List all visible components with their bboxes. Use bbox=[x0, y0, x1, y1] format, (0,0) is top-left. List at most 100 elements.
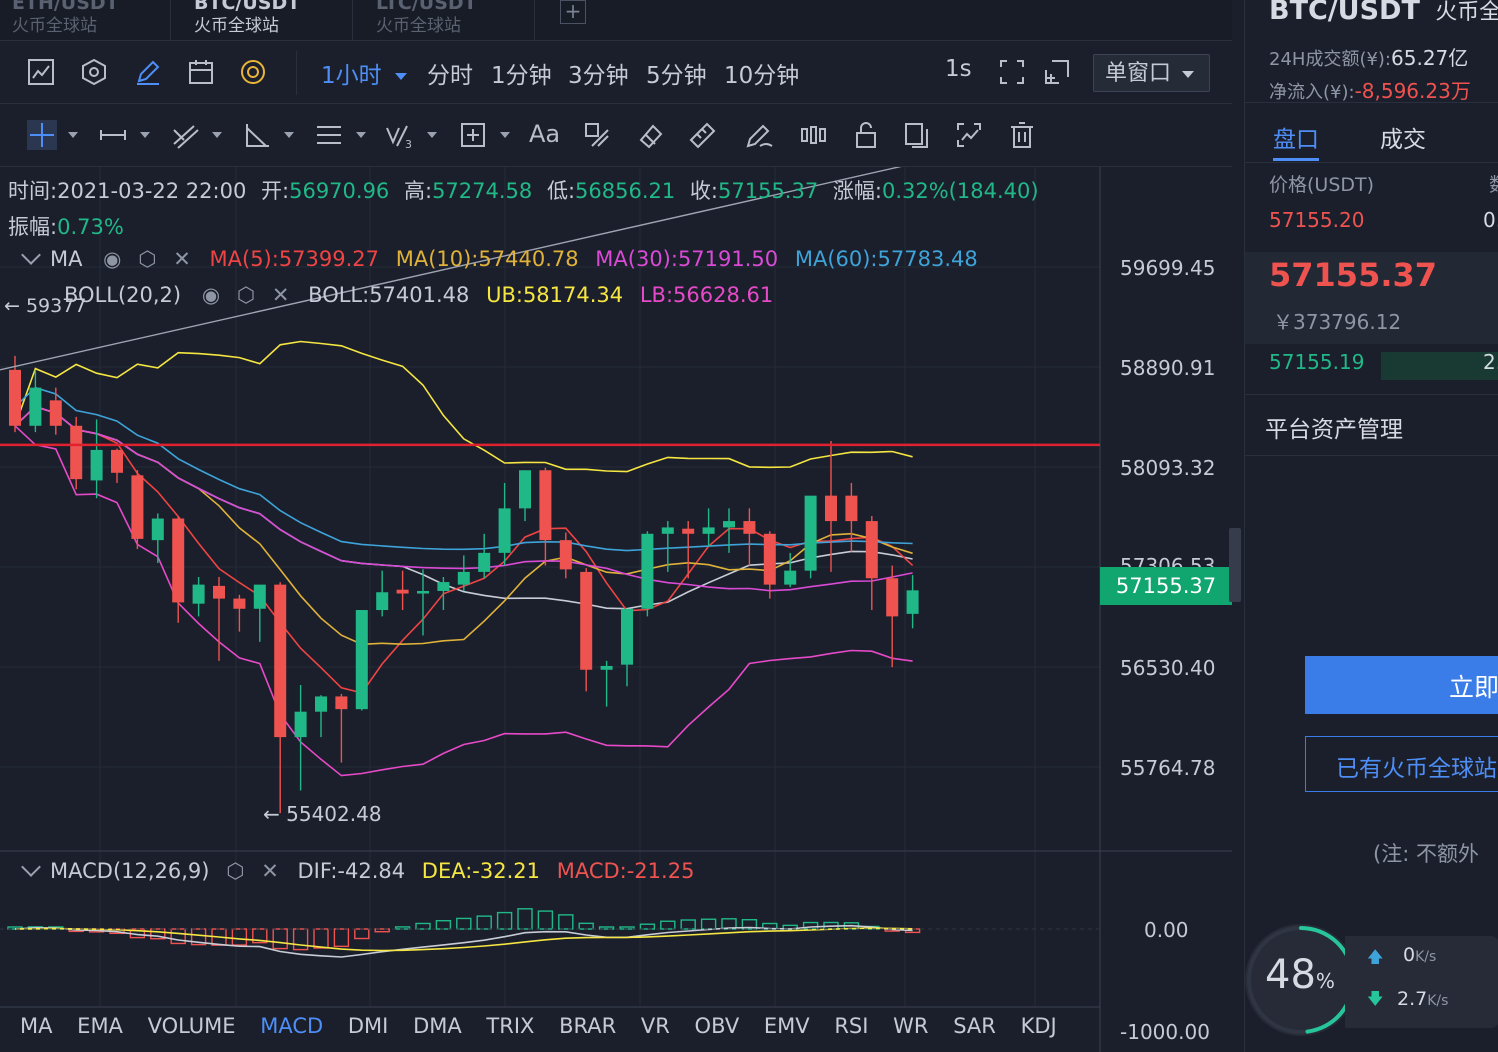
login-button-label: 立即 bbox=[1449, 673, 1498, 702]
indicator-tab-rsi[interactable]: RSI bbox=[834, 1014, 869, 1038]
high-label: 高: bbox=[403, 179, 433, 203]
last-price-tag: 57155.37 bbox=[1100, 567, 1232, 605]
tab-btc-usdt[interactable]: BTC/USDT 火币全球站 bbox=[182, 0, 353, 40]
settings-icon[interactable]: ⬡ bbox=[236, 283, 256, 307]
indicator-tab-wr[interactable]: WR bbox=[893, 1014, 929, 1038]
close-icon[interactable]: ✕ bbox=[261, 859, 279, 883]
indicator-tab-dmi[interactable]: DMI bbox=[347, 1014, 389, 1038]
trend-line-drawing[interactable] bbox=[0, 167, 940, 371]
tab-eth-usdt[interactable]: ETH/USDT 火币全球站 bbox=[0, 0, 171, 40]
refresh-interval[interactable]: 1s bbox=[945, 56, 972, 82]
collapse-icon[interactable] bbox=[21, 857, 41, 877]
draw-pencil-icon[interactable] bbox=[134, 58, 162, 86]
line-chart-icon[interactable] bbox=[27, 58, 55, 86]
chevron-down-icon[interactable] bbox=[427, 132, 437, 138]
indicator-tab-ema[interactable]: EMA bbox=[77, 1014, 123, 1038]
crosshair-icon[interactable] bbox=[27, 120, 57, 150]
candle-body bbox=[906, 590, 919, 614]
panel-collapse-handle[interactable] bbox=[1229, 528, 1241, 602]
add-tab-button[interactable]: + bbox=[560, 0, 586, 24]
network-widget[interactable]: 48% 🡅 0K/s 🡇 2.7K/s bbox=[1245, 922, 1498, 1042]
indicator-tab-emv[interactable]: EMV bbox=[763, 1014, 810, 1038]
parallel-lines-icon[interactable] bbox=[314, 120, 344, 150]
candle-body bbox=[825, 495, 837, 522]
window-mode-select[interactable]: 单窗口 bbox=[1093, 54, 1210, 92]
kline-chart[interactable] bbox=[0, 167, 1232, 1052]
collapse-icon[interactable] bbox=[21, 245, 41, 265]
divider bbox=[1245, 162, 1498, 163]
chevron-down-icon[interactable] bbox=[356, 132, 366, 138]
price-axis-label: 58093.32 bbox=[1120, 456, 1216, 480]
register-button-label: 已有火币全球站 bbox=[1336, 756, 1497, 782]
chevron-down-icon[interactable] bbox=[140, 132, 150, 138]
indicator-tab-macd[interactable]: MACD bbox=[260, 1014, 324, 1038]
indicator-tab-ma[interactable]: MA bbox=[20, 1014, 53, 1038]
ask-price[interactable]: 57155.20 bbox=[1269, 208, 1365, 232]
period-3m[interactable]: 3分钟 bbox=[568, 63, 629, 89]
price-axis-label: 56530.40 bbox=[1120, 656, 1216, 680]
tab-ltc-usdt[interactable]: LTC/USDT 火币全球站 bbox=[364, 0, 535, 40]
horizontal-line-icon[interactable] bbox=[98, 120, 128, 150]
indicator-tab-sar[interactable]: SAR bbox=[953, 1014, 996, 1038]
eraser-icon[interactable] bbox=[635, 120, 665, 150]
lock-icon[interactable] bbox=[851, 120, 881, 150]
fullscreen-icon[interactable] bbox=[998, 58, 1026, 86]
ma30-value: MA(30):57191.50 bbox=[595, 247, 779, 271]
depth-bar bbox=[1381, 352, 1498, 380]
candles-icon[interactable] bbox=[798, 120, 828, 150]
close-icon[interactable]: ✕ bbox=[271, 283, 290, 307]
brush-icon[interactable] bbox=[582, 120, 612, 150]
measure-icon[interactable] bbox=[458, 120, 488, 150]
settings-icon[interactable]: ⬡ bbox=[226, 859, 245, 883]
copy-icon[interactable] bbox=[902, 120, 932, 150]
rp-volume-value: 65.27亿 bbox=[1391, 46, 1469, 70]
indicator-tab-vr[interactable]: VR bbox=[640, 1014, 670, 1038]
indicator-tab-volume[interactable]: VOLUME bbox=[147, 1014, 236, 1038]
ruler-icon[interactable] bbox=[687, 120, 717, 150]
chart-area[interactable]: 时间:2021-03-22 22:00 开:56970.96 高:57274.5… bbox=[0, 167, 1232, 1052]
divider bbox=[296, 51, 297, 95]
angle-icon[interactable] bbox=[242, 120, 272, 150]
rp-tab-trades[interactable]: 成交 bbox=[1380, 127, 1426, 153]
tab-site: 火币全球站 bbox=[12, 16, 97, 36]
candle-body bbox=[172, 518, 185, 603]
eye-icon[interactable]: ◉ bbox=[201, 283, 221, 307]
chevron-down-icon[interactable] bbox=[500, 132, 510, 138]
period-timeline[interactable]: 分时 bbox=[427, 63, 473, 89]
trend-lines-icon[interactable] bbox=[170, 120, 200, 150]
bid-price[interactable]: 57155.19 bbox=[1269, 350, 1365, 374]
settings-icon[interactable]: ⬡ bbox=[138, 247, 157, 271]
chevron-down-icon[interactable] bbox=[284, 132, 294, 138]
fibonacci-icon[interactable]: 3 bbox=[385, 120, 415, 150]
register-button[interactable]: 已有火币全球站 bbox=[1305, 736, 1498, 792]
indicator-tab-brar[interactable]: BRAR bbox=[559, 1014, 617, 1038]
indicator-settings-icon[interactable] bbox=[80, 58, 108, 86]
ma-name: MA bbox=[50, 247, 83, 271]
indicator-tab-dma[interactable]: DMA bbox=[413, 1014, 462, 1038]
login-button[interactable]: 立即 bbox=[1305, 656, 1498, 714]
rp-tab-orderbook[interactable]: 盘口 bbox=[1273, 127, 1319, 153]
boll-value: BOLL:57401.48 bbox=[308, 283, 470, 307]
text-tool-button[interactable]: Aa bbox=[529, 120, 561, 148]
indicator-tab-trix[interactable]: TRIX bbox=[486, 1014, 535, 1038]
indicator-tab-obv[interactable]: OBV bbox=[694, 1014, 740, 1038]
macd-dea-line bbox=[14, 927, 913, 952]
indicator-tab-kdj[interactable]: KDJ bbox=[1020, 1014, 1057, 1038]
period-selector[interactable]: 1小时 bbox=[321, 56, 407, 90]
theme-icon[interactable] bbox=[239, 58, 267, 86]
trash-icon[interactable] bbox=[1007, 120, 1037, 150]
chevron-down-icon bbox=[394, 73, 407, 80]
snapshot-icon[interactable] bbox=[954, 120, 984, 150]
chevron-down-icon[interactable] bbox=[68, 132, 78, 138]
eye-icon[interactable]: ◉ bbox=[103, 247, 122, 271]
period-5m[interactable]: 5分钟 bbox=[646, 63, 707, 89]
pencil-icon[interactable] bbox=[744, 120, 774, 150]
period-1m[interactable]: 1分钟 bbox=[491, 63, 552, 89]
last-price-box bbox=[1245, 252, 1498, 344]
popout-icon[interactable] bbox=[1043, 58, 1071, 86]
calendar-icon[interactable] bbox=[187, 58, 215, 86]
period-10m[interactable]: 10分钟 bbox=[724, 63, 800, 89]
candle-body bbox=[437, 582, 450, 591]
chevron-down-icon[interactable] bbox=[212, 132, 222, 138]
close-icon[interactable]: ✕ bbox=[173, 247, 191, 271]
